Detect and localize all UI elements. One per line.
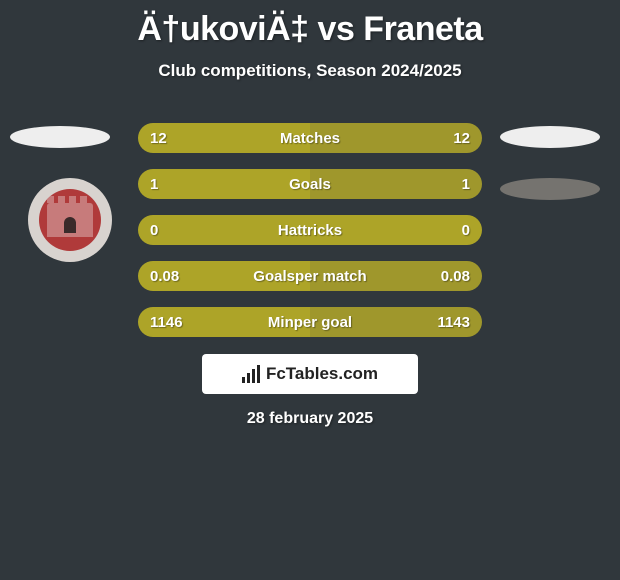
barchart-icon [242, 365, 260, 383]
stats-comparison: 12Matches12 1Goals1 0Hattricks0 0.08Goals p… [138, 123, 482, 353]
stat-row: 0.08Goals per match0.08 [138, 261, 482, 291]
footer-brand-text: FcTables.com [266, 364, 378, 384]
stat-bar-right [310, 123, 482, 153]
club-crest [28, 178, 112, 262]
stat-row: 0Hattricks0 [138, 215, 482, 245]
stat-bar-left [138, 307, 310, 337]
stat-bar-left [138, 261, 310, 291]
footer-brand[interactable]: FcTables.com [202, 354, 418, 394]
stat-row: 1Goals1 [138, 169, 482, 199]
date-text: 28 february 2025 [0, 410, 620, 428]
side-marker-right-mid [500, 178, 600, 200]
stat-bar-right [310, 169, 482, 199]
stat-bar-right [310, 261, 482, 291]
side-marker-left-top [10, 126, 110, 148]
stat-row: 12Matches12 [138, 123, 482, 153]
stat-row: 1146Min per goal1143 [138, 307, 482, 337]
subtitle: Club competitions, Season 2024/2025 [0, 61, 620, 81]
side-marker-right-top [500, 126, 600, 148]
stat-bar-right [310, 307, 482, 337]
stat-bar-left [138, 123, 310, 153]
page-title: Ä†ukoviÄ‡ vs Franeta [0, 0, 620, 49]
stat-bar-left [138, 169, 310, 199]
stat-bar-left [138, 215, 482, 245]
club-crest-inner [39, 189, 101, 251]
crest-wall-icon [47, 203, 93, 237]
